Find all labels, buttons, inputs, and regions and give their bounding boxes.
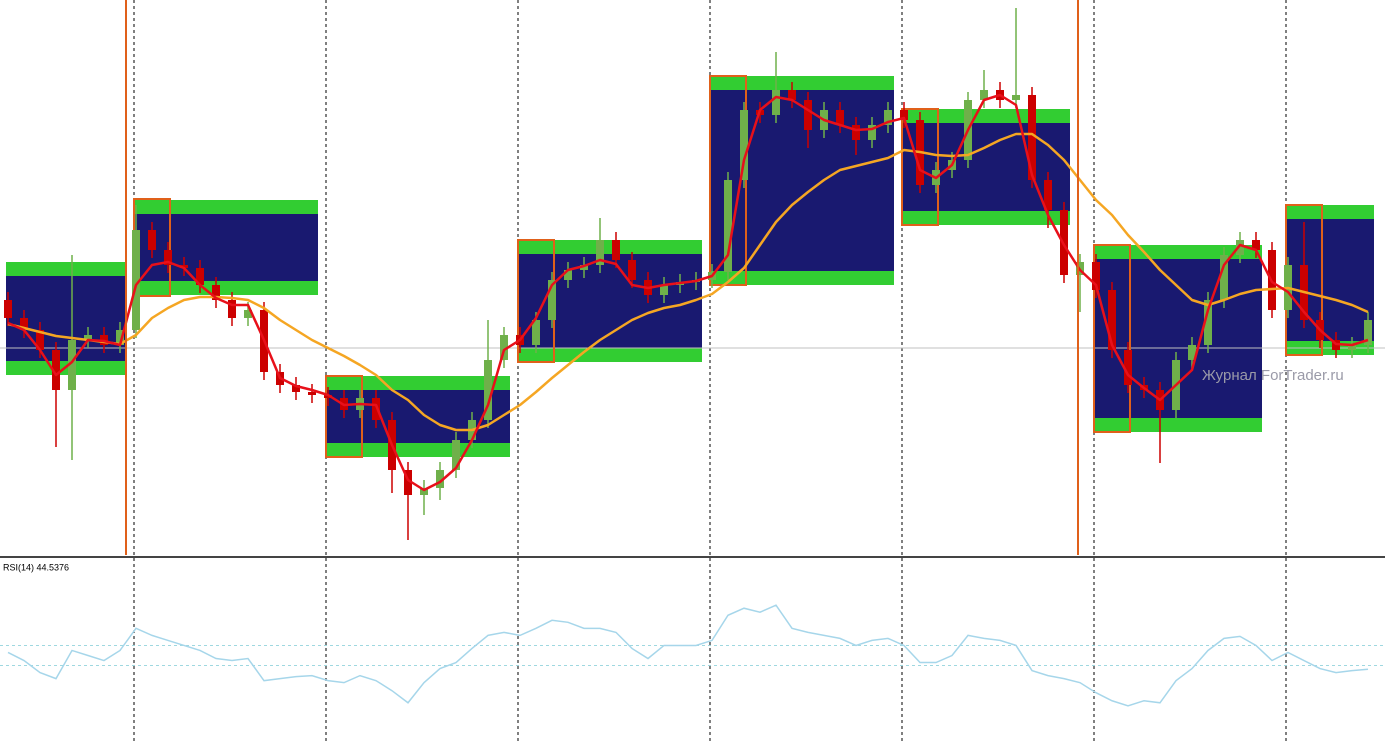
opening-range xyxy=(325,375,363,458)
candle-body xyxy=(404,470,412,495)
candle-body xyxy=(1044,180,1052,210)
candle-body xyxy=(1236,240,1244,255)
candle-body xyxy=(532,320,540,345)
candle-body xyxy=(484,360,492,420)
candle-body xyxy=(1188,345,1196,360)
candle-body xyxy=(228,300,236,318)
candle-body xyxy=(836,110,844,125)
candle-body xyxy=(180,265,188,268)
candle-body xyxy=(116,330,124,345)
candle-body xyxy=(660,285,668,295)
candle-body xyxy=(20,318,28,330)
candle-body xyxy=(980,90,988,100)
opening-range xyxy=(1093,244,1131,433)
candle-body xyxy=(1204,300,1212,345)
opening-range xyxy=(901,108,939,226)
candle-body xyxy=(132,230,140,330)
rsi-title: RSI(14) 44.5376 xyxy=(3,562,69,572)
candle-body xyxy=(372,398,380,420)
moving-average xyxy=(7,93,1369,492)
candle-body xyxy=(852,125,860,140)
candle-body xyxy=(1092,262,1100,290)
candle-body xyxy=(772,90,780,115)
candle-body xyxy=(452,440,460,470)
candle-body xyxy=(1220,255,1228,300)
candle-body xyxy=(596,240,604,265)
candle-body xyxy=(1348,345,1356,350)
session-range-body xyxy=(710,90,894,271)
candle-body xyxy=(564,270,572,280)
rsi-pane xyxy=(0,604,1385,707)
candle-body xyxy=(84,335,92,340)
moving-average xyxy=(7,132,1369,432)
candle-body xyxy=(196,268,204,285)
candle-body xyxy=(580,265,588,270)
candle-body xyxy=(292,385,300,392)
candle-body xyxy=(1028,95,1036,180)
candle-body xyxy=(244,310,252,318)
candle-body xyxy=(900,110,908,120)
candle-body xyxy=(1012,95,1020,100)
candle-body xyxy=(868,125,876,140)
candle-body xyxy=(740,110,748,180)
candle-body xyxy=(324,395,332,398)
rsi-line xyxy=(7,604,1369,707)
candle-body xyxy=(788,90,796,100)
candle-body xyxy=(36,330,44,350)
candle-body xyxy=(420,488,428,495)
candle-body xyxy=(612,240,620,260)
candle-body xyxy=(628,260,636,280)
candle-body xyxy=(500,335,508,360)
candle-body xyxy=(52,350,60,390)
candle-body xyxy=(148,230,156,250)
session-range-body xyxy=(902,123,1070,211)
candle-body xyxy=(436,470,444,488)
session-range-body xyxy=(134,214,318,281)
candle-body xyxy=(548,280,556,320)
candle-body xyxy=(68,340,76,390)
candle-body xyxy=(4,300,12,318)
candle-body xyxy=(724,180,732,272)
candle-body xyxy=(164,250,172,265)
candle-body xyxy=(1124,350,1132,385)
candle-body xyxy=(308,392,316,395)
candle-body xyxy=(212,285,220,300)
session-range-body xyxy=(1286,219,1374,341)
candle-body xyxy=(884,110,892,125)
candle-body xyxy=(804,100,812,130)
candle-body xyxy=(1108,290,1116,350)
candle-body xyxy=(1364,320,1372,345)
watermark: Журнал ForTrader.ru xyxy=(1202,367,1344,384)
opening-range xyxy=(709,75,747,286)
candle-body xyxy=(1252,240,1260,250)
